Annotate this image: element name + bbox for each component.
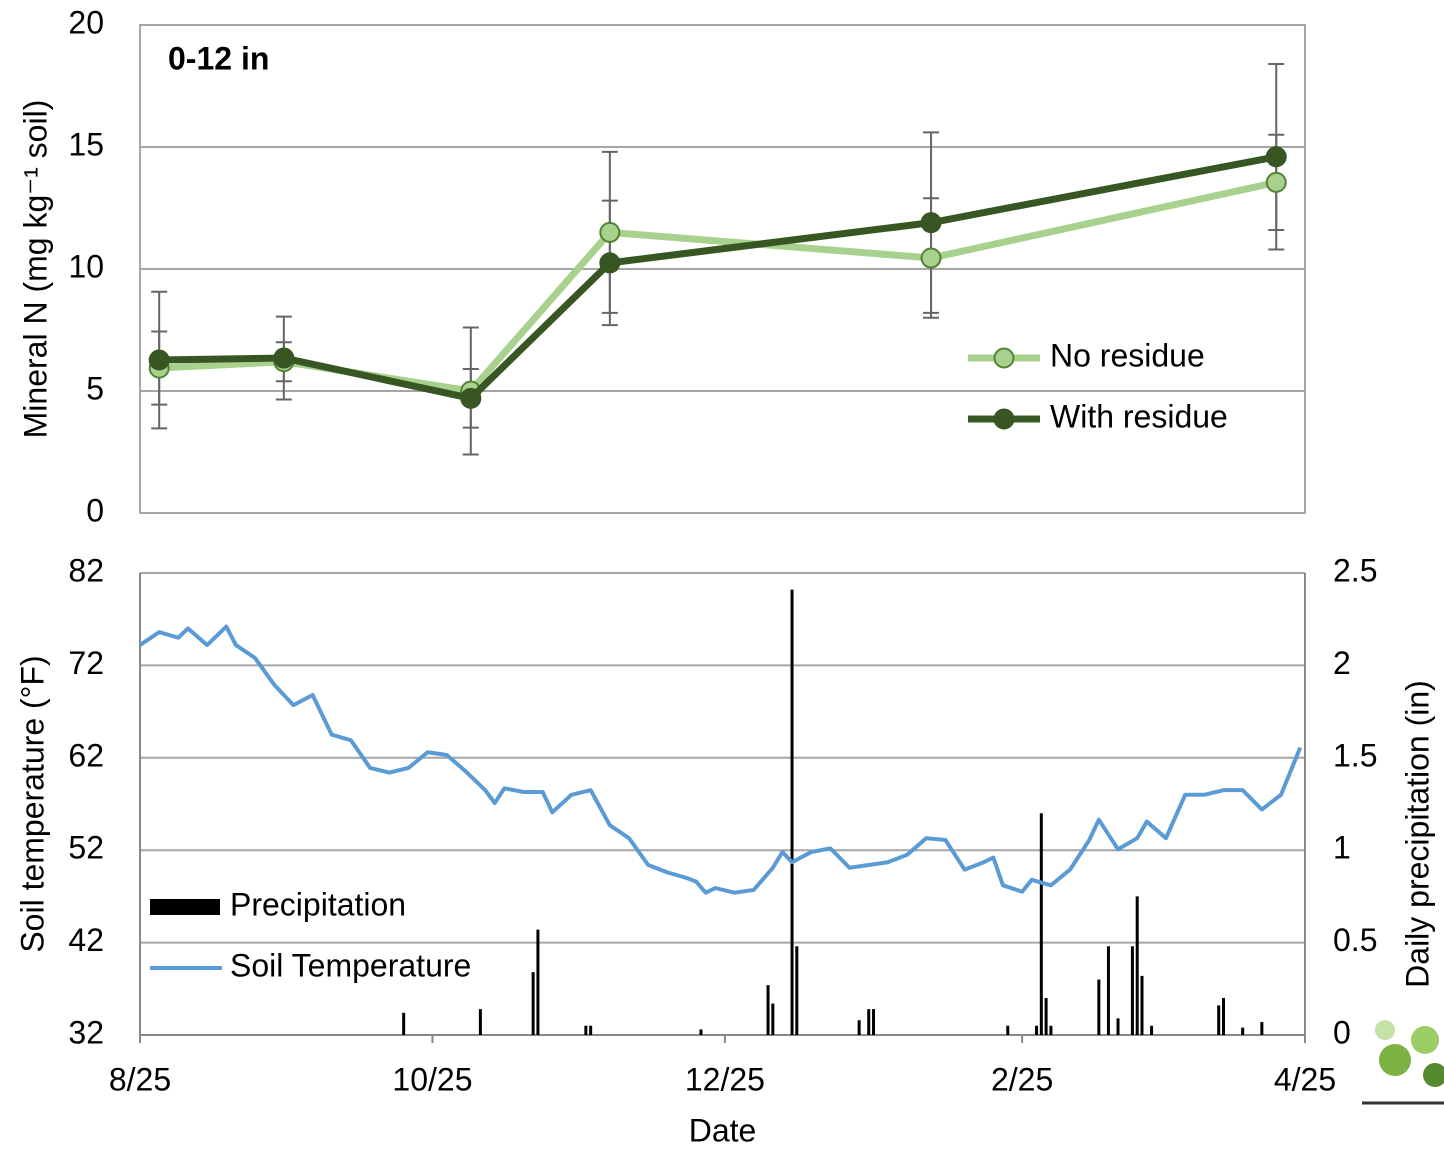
y-axis-label: Soil temperature (°F) — [14, 655, 50, 952]
precip-bar — [1044, 998, 1048, 1035]
precip-bar — [1135, 896, 1139, 1035]
precip-bar — [402, 1012, 406, 1035]
x-tick-label: 2/25 — [991, 1061, 1053, 1097]
legend-label: Precipitation — [230, 886, 406, 922]
marker — [920, 247, 942, 269]
y-tick-label: 42 — [68, 922, 104, 958]
precip-bar — [771, 1003, 775, 1035]
precip-bar — [1116, 1018, 1120, 1035]
precip-bar — [867, 1009, 871, 1035]
y-axis-label: Mineral N (mg kg⁻¹ soil) — [17, 100, 53, 439]
precip-bar — [1241, 1027, 1245, 1035]
precip-bar — [1035, 1025, 1039, 1035]
legend-marker — [993, 408, 1015, 430]
legend-swatch — [150, 899, 220, 915]
y-tick-label: 20 — [68, 4, 104, 40]
precip-bar — [1130, 946, 1134, 1035]
x-tick-label: 12/25 — [685, 1061, 765, 1097]
precip-bar — [1106, 946, 1110, 1035]
y2-tick-label: 1.5 — [1333, 737, 1377, 773]
series-line — [138, 624, 1303, 895]
marker — [148, 349, 170, 371]
precip-bar — [795, 946, 799, 1035]
marker — [460, 387, 482, 409]
precip-bar — [1140, 975, 1144, 1035]
y-tick-label: 52 — [68, 830, 104, 866]
legend-label: With residue — [1050, 398, 1228, 434]
y-tick-label: 72 — [68, 645, 104, 681]
chart-title: 0-12 in — [168, 40, 269, 76]
y-tick-label: 0 — [86, 492, 104, 528]
precip-bar — [1217, 1005, 1221, 1035]
precip-bar — [790, 589, 794, 1035]
precip-bar — [1006, 1025, 1010, 1035]
precip-bar — [1221, 998, 1225, 1035]
y2-axis-label: Daily precipitation (in) — [1399, 680, 1435, 988]
y2-tick-label: 0 — [1333, 1014, 1351, 1050]
precip-bar — [478, 1009, 482, 1035]
y-tick-label: 15 — [68, 126, 104, 162]
marker — [920, 212, 942, 234]
x-tick-label: 8/25 — [109, 1061, 171, 1097]
marker — [1265, 146, 1287, 168]
marker — [1265, 171, 1287, 193]
marker — [599, 252, 621, 274]
marker — [273, 347, 295, 369]
y-tick-label: 82 — [68, 552, 104, 588]
x-axis-label: Date — [689, 1112, 757, 1148]
precip-bar — [1039, 813, 1043, 1035]
y2-tick-label: 1 — [1333, 830, 1351, 866]
y2-tick-label: 2.5 — [1333, 552, 1377, 588]
precip-bar — [1049, 1025, 1053, 1035]
plot-border — [139, 24, 1306, 514]
y-tick-label: 62 — [68, 737, 104, 773]
series-line — [158, 178, 1277, 395]
y-tick-label: 32 — [68, 1014, 104, 1050]
precip-bar — [536, 929, 540, 1035]
precip-bar — [872, 1009, 876, 1035]
precip-bar — [1260, 1022, 1264, 1035]
precip-bar — [857, 1020, 861, 1035]
precip-bar — [584, 1025, 588, 1035]
y2-tick-label: 2 — [1333, 645, 1351, 681]
legend-marker — [993, 347, 1015, 369]
precip-bar — [531, 972, 535, 1035]
legend-label: No residue — [1050, 337, 1205, 373]
series-line — [159, 153, 1277, 402]
axis-lines — [139, 573, 1306, 1036]
marker — [599, 221, 621, 243]
y-tick-label: 10 — [68, 248, 104, 284]
legend-label: Soil Temperature — [230, 947, 471, 983]
precip-bar — [699, 1029, 703, 1035]
x-tick-label: 4/25 — [1274, 1061, 1336, 1097]
precip-bar — [766, 985, 770, 1035]
precip-bar — [1150, 1025, 1154, 1035]
precip-bar — [1097, 979, 1101, 1035]
precip-bar — [589, 1025, 593, 1035]
plant-decoration — [1362, 1020, 1444, 1105]
y2-tick-label: 0.5 — [1333, 922, 1377, 958]
x-tick-label: 10/25 — [392, 1061, 472, 1097]
y-tick-label: 5 — [86, 370, 104, 406]
